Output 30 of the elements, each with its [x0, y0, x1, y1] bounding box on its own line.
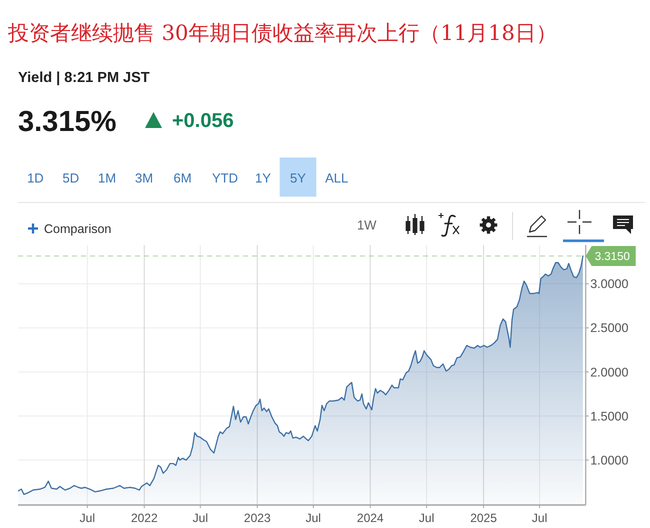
- range-label: 1M: [98, 170, 116, 186]
- x-tick-label: Jul: [192, 511, 208, 525]
- x-tick-label: 2023: [244, 511, 271, 525]
- ref-label: 3.3150: [594, 251, 630, 264]
- x-tick-label: Jul: [418, 511, 434, 525]
- y-tick-label: 2.5000: [590, 321, 628, 336]
- interval-label: 1W: [356, 218, 376, 233]
- x-tick-label: Jul: [80, 511, 95, 525]
- x-tick-label: Jul: [532, 511, 548, 525]
- price-label: 3.315%: [18, 106, 116, 138]
- range-label: 5D: [62, 170, 80, 186]
- x-tick-label: 2024: [356, 511, 384, 525]
- range-label: YTD: [212, 170, 238, 186]
- range-label: 1D: [27, 170, 44, 186]
- range-label: 1Y: [255, 170, 271, 186]
- range-label: 6M: [173, 170, 192, 186]
- comparison-label: Comparison: [44, 222, 112, 236]
- change-label: +0.056: [172, 110, 234, 132]
- y-tick-label: 1.0000: [590, 453, 628, 468]
- title: 投资者继续抛售 30年期日债收益率再次上行（11月18日）: [8, 21, 557, 45]
- range-label: 5Y: [290, 170, 306, 186]
- x-tick-label: 2025: [470, 511, 497, 525]
- subtitle: Yield | 8:21 PM JST: [18, 70, 150, 86]
- x-tick-label: 2022: [130, 511, 158, 525]
- range-label: 3M: [134, 170, 154, 186]
- range-label: ALL: [325, 170, 348, 186]
- y-tick-label: 1.5000: [590, 409, 628, 424]
- y-tick-label: 3.0000: [590, 277, 628, 292]
- x-tick-label: Jul: [306, 511, 321, 525]
- y-tick-label: 2.0000: [590, 365, 628, 380]
